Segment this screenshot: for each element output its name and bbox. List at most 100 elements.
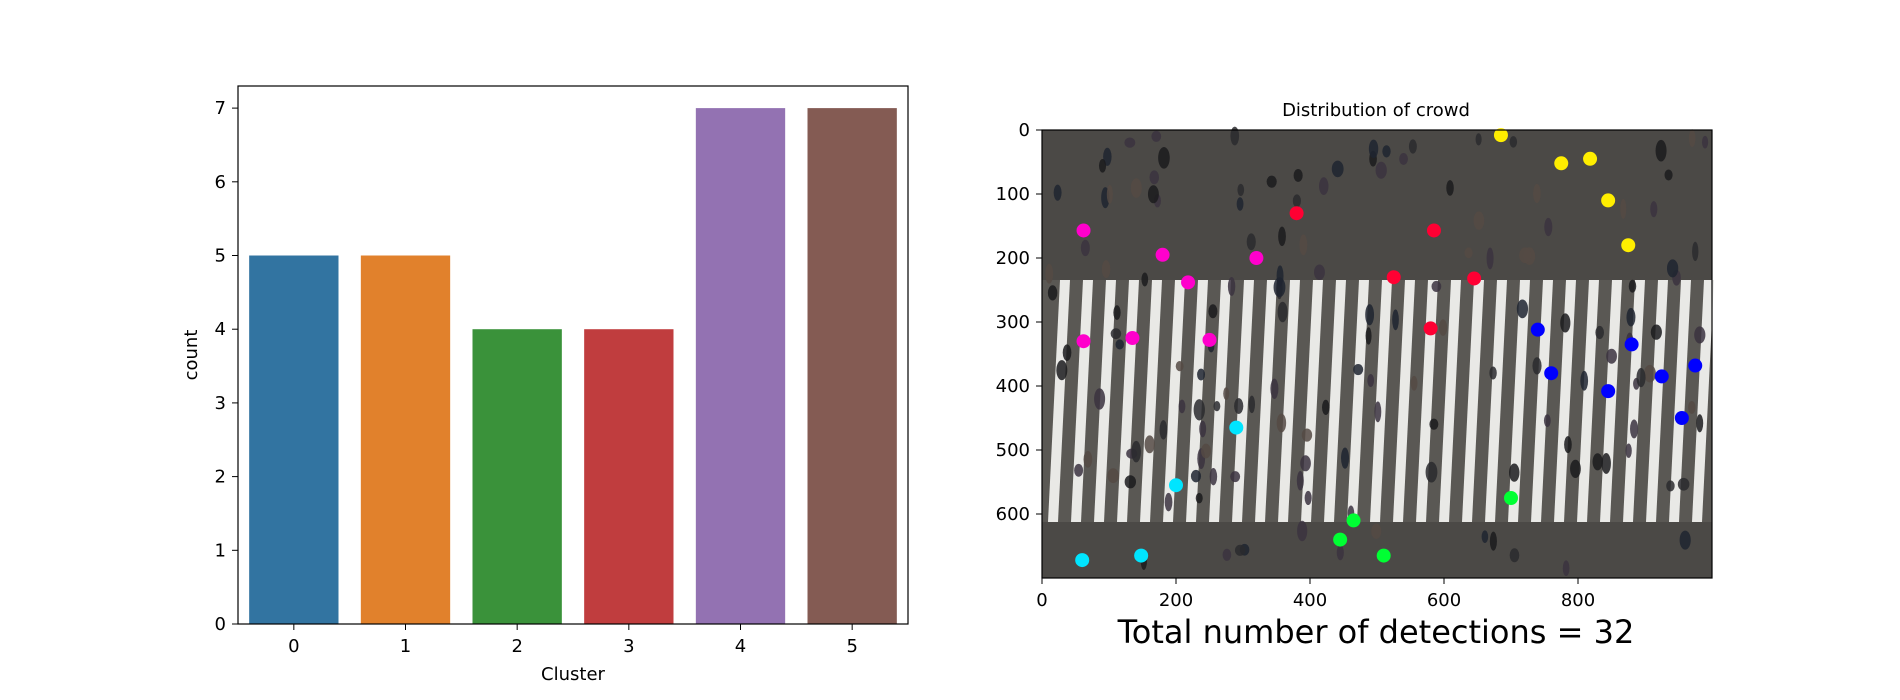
detection-point-group-2 xyxy=(1621,238,1636,253)
detection-point-group-0 xyxy=(1423,321,1438,336)
pedestrian xyxy=(1278,226,1286,247)
pedestrian xyxy=(1625,443,1632,458)
pedestrian xyxy=(1392,309,1399,331)
pedestrian xyxy=(1382,145,1391,158)
crowd-y-tick-label: 100 xyxy=(996,184,1030,205)
crowd-plot-frame xyxy=(1041,129,1713,579)
crowd-x-tick-label: 200 xyxy=(1159,590,1193,611)
pedestrian xyxy=(1053,184,1062,201)
pedestrian xyxy=(1276,413,1287,433)
crowd-y-tick-label: 600 xyxy=(996,504,1030,525)
detection-point-group-1 xyxy=(1181,275,1196,290)
pedestrian xyxy=(1107,468,1119,484)
pedestrian xyxy=(1098,158,1107,173)
crosswalk-stripe xyxy=(1140,280,1162,522)
pedestrian xyxy=(1094,388,1106,410)
pedestrian xyxy=(1410,375,1418,391)
detection-point-group-2 xyxy=(1583,151,1598,166)
crowd-chart: Distribution of crowd 0 100 200 300 400 500 60… xyxy=(996,100,1714,651)
detection-point-group-3 xyxy=(1601,384,1616,399)
pedestrian xyxy=(1178,399,1186,414)
bar-series xyxy=(249,108,897,625)
detection-point-group-0 xyxy=(1467,271,1482,286)
pedestrian xyxy=(1056,360,1068,381)
pedestrian xyxy=(1159,420,1168,440)
pedestrian xyxy=(1696,414,1704,433)
detection-point-group-4 xyxy=(1134,548,1149,563)
detection-point-group-5 xyxy=(1333,532,1348,547)
pedestrian xyxy=(1331,160,1344,178)
pedestrian xyxy=(1544,217,1553,237)
pedestrian xyxy=(1147,185,1159,204)
pedestrian xyxy=(1296,471,1304,491)
detection-point-group-5 xyxy=(1376,548,1391,563)
pedestrian xyxy=(1322,399,1330,416)
pedestrian xyxy=(1431,280,1442,292)
bar-y-tick-label: 7 xyxy=(215,98,226,119)
pedestrian xyxy=(1341,447,1350,469)
pedestrian xyxy=(1677,477,1690,491)
pedestrian xyxy=(1319,177,1329,195)
pedestrian xyxy=(1532,357,1542,375)
crosswalk-stripe xyxy=(1577,280,1599,522)
pedestrian xyxy=(1113,305,1121,320)
bar-x-tick-label: 0 xyxy=(288,636,299,657)
crowd-y-tick-label: 0 xyxy=(1019,120,1030,141)
pedestrian xyxy=(1195,492,1203,504)
crosswalk-stripe xyxy=(1508,280,1530,522)
detection-point-group-3 xyxy=(1674,411,1689,425)
bar-x-axis-label: Cluster xyxy=(541,664,605,685)
bar-x-tick-label: 3 xyxy=(623,636,634,657)
pedestrian xyxy=(1650,201,1658,218)
pedestrian xyxy=(1628,279,1637,293)
detection-point-group-5 xyxy=(1346,513,1361,528)
pedestrian xyxy=(1509,548,1520,563)
detection-point-group-1 xyxy=(1202,332,1217,347)
pedestrian xyxy=(1151,130,1162,142)
pedestrian xyxy=(1560,313,1571,333)
bar-y-tick-label: 5 xyxy=(215,246,226,267)
bar-x-axis: 0 1 2 3 4 5 xyxy=(288,624,858,657)
pedestrian xyxy=(1209,467,1218,486)
pedestrian xyxy=(1688,129,1696,148)
detection-points xyxy=(1075,128,1703,568)
bar-y-axis: 0 1 2 3 4 5 6 7 xyxy=(215,98,238,635)
detection-point-group-1 xyxy=(1125,331,1140,345)
pedestrian xyxy=(1201,443,1211,459)
bar-y-tick-label: 6 xyxy=(215,172,226,193)
bar-y-axis-label: count xyxy=(181,330,202,381)
pedestrian xyxy=(1509,136,1518,148)
pedestrian xyxy=(1062,344,1072,361)
pedestrian xyxy=(1666,480,1675,492)
pedestrian xyxy=(1158,147,1170,169)
total-detections-label: Total number of detections = 32 xyxy=(1117,613,1635,651)
bar-y-tick-label: 1 xyxy=(215,540,226,561)
crosswalk-stripe xyxy=(1439,280,1461,522)
pedestrian xyxy=(1375,161,1387,179)
pedestrian xyxy=(1103,147,1112,166)
crowd-x-tick-label: 800 xyxy=(1561,590,1595,611)
detection-point-group-3 xyxy=(1688,358,1703,373)
detection-point-group-4 xyxy=(1229,420,1244,435)
crosswalk-stripe xyxy=(1462,280,1484,522)
bar-plot-frame xyxy=(237,85,909,625)
detection-point-group-3 xyxy=(1544,366,1559,381)
pedestrian xyxy=(1371,523,1382,539)
bar-cluster-3 xyxy=(584,329,674,624)
bar-cluster-0 xyxy=(249,255,339,625)
detection-point-group-1 xyxy=(1076,334,1091,349)
pedestrian xyxy=(1489,531,1497,551)
pedestrian xyxy=(1701,135,1709,149)
pedestrian xyxy=(1208,304,1218,319)
pedestrian xyxy=(1374,401,1382,423)
pedestrian xyxy=(1293,169,1303,182)
pedestrian xyxy=(1248,395,1256,414)
pedestrian xyxy=(1115,339,1124,350)
pedestrian xyxy=(1314,264,1325,280)
detection-point-group-3 xyxy=(1624,337,1639,352)
crosswalk-stripe xyxy=(1232,280,1254,522)
pedestrian xyxy=(1106,184,1113,204)
pedestrian xyxy=(1580,370,1589,391)
pedestrian xyxy=(1083,450,1093,468)
